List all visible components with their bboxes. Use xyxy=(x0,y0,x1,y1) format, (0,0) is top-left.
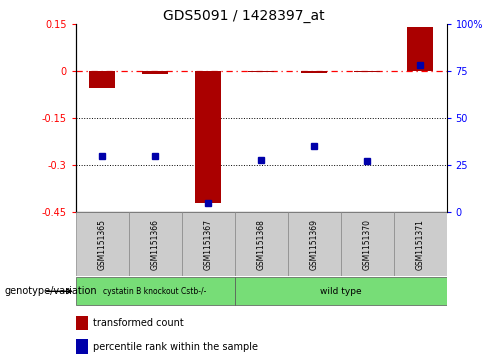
Bar xyxy=(341,212,393,276)
Bar xyxy=(129,212,182,276)
Text: GSM1151365: GSM1151365 xyxy=(98,219,107,270)
Text: GSM1151366: GSM1151366 xyxy=(151,219,160,270)
Text: GSM1151367: GSM1151367 xyxy=(203,219,213,270)
Text: GSM1151368: GSM1151368 xyxy=(257,219,265,270)
Text: cystatin B knockout Cstb-/-: cystatin B knockout Cstb-/- xyxy=(103,287,207,296)
Text: GDS5091 / 1428397_at: GDS5091 / 1428397_at xyxy=(163,9,325,23)
Bar xyxy=(248,71,274,72)
Bar xyxy=(76,212,129,276)
Bar xyxy=(235,212,287,276)
Text: genotype/variation: genotype/variation xyxy=(5,286,98,296)
Bar xyxy=(182,212,235,276)
Bar xyxy=(407,27,433,71)
Bar xyxy=(235,277,447,305)
Bar xyxy=(301,71,327,73)
Text: GSM1151371: GSM1151371 xyxy=(415,219,425,270)
Text: wild type: wild type xyxy=(320,287,362,296)
Bar xyxy=(89,71,115,88)
Bar xyxy=(195,71,222,203)
Text: GSM1151369: GSM1151369 xyxy=(309,219,319,270)
Text: percentile rank within the sample: percentile rank within the sample xyxy=(93,342,258,352)
Bar xyxy=(76,277,235,305)
Bar xyxy=(354,71,380,72)
Bar xyxy=(393,212,447,276)
Text: transformed count: transformed count xyxy=(93,318,183,328)
Text: GSM1151370: GSM1151370 xyxy=(363,219,371,270)
Bar xyxy=(142,71,168,74)
Bar xyxy=(287,212,341,276)
